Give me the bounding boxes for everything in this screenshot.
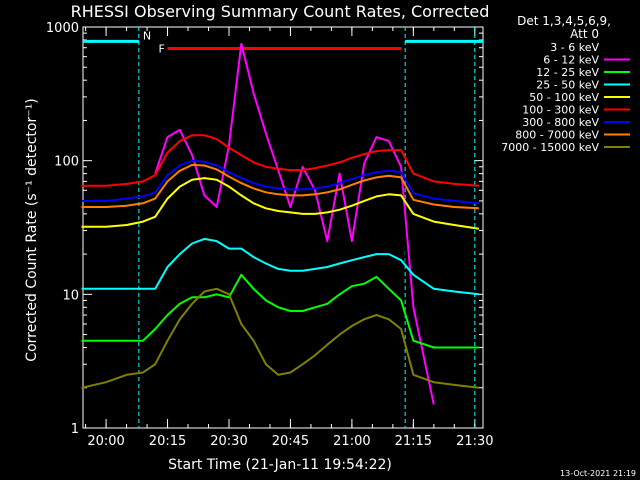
legend-item-label: 3 - 6 keV	[550, 41, 599, 54]
x-axis: 20:00 20:15 20:30 20:45 21:00 21:15 21:30	[85, 27, 494, 449]
series-line	[81, 237, 480, 296]
legend-item-label: 300 - 800 keV	[522, 116, 599, 129]
y-axis: 1 10 100 1000	[46, 21, 483, 437]
y-tick-label: 1	[71, 422, 79, 437]
series-line	[81, 134, 479, 187]
footer-date: 13-Oct-2021 21:19	[560, 469, 636, 478]
x-tick-label: 20:45	[272, 434, 309, 449]
x-tick-label: 20:00	[87, 434, 124, 449]
series-line	[154, 42, 435, 405]
flag-bars: FN	[83, 27, 483, 428]
legend-item-label: 800 - 7000 keV	[515, 129, 599, 142]
plot-frame	[82, 26, 484, 429]
y-tick-label: 100	[54, 155, 79, 170]
x-tick-label: 21:00	[333, 434, 370, 449]
y-tick-label: 1000	[46, 21, 79, 36]
legend-item-label: 100 - 300 keV	[522, 104, 599, 117]
x-tick-label: 21:15	[395, 434, 432, 449]
series-line	[81, 159, 479, 205]
series-line	[81, 163, 479, 210]
legend-item-label: 7000 - 15000 keV	[501, 141, 599, 154]
legend-item-label: 50 - 100 keV	[529, 91, 599, 104]
x-tick-label: 20:30	[210, 434, 247, 449]
series-line	[81, 177, 480, 230]
legend-header-2: Att 0	[570, 27, 599, 41]
x-tick-label: 20:15	[149, 434, 186, 449]
y-tick-label: 10	[62, 288, 79, 303]
legend-item-label: 6 - 12 keV	[543, 54, 599, 67]
series-line	[81, 287, 480, 389]
legend-item-label: 12 - 25 keV	[536, 66, 599, 79]
y-axis-label: Corrected Count Rate (s⁻¹ detector⁻¹)	[24, 98, 40, 361]
flag-label-f: F	[159, 43, 165, 56]
plot-border	[82, 26, 484, 429]
legend-item-label: 25 - 50 keV	[536, 79, 599, 92]
chart-title: RHESSI Observing Summary Count Rates, Co…	[71, 2, 490, 21]
series-layer	[81, 42, 480, 405]
x-tick-label: 21:30	[456, 434, 493, 449]
flag-label-n: N	[143, 29, 151, 42]
x-axis-label: Start Time (21-Jan-11 19:54:22)	[168, 457, 392, 473]
series-line	[81, 273, 479, 349]
series-line	[166, 55, 415, 405]
legend-header: Det 1,3,4,5,6,9,	[517, 14, 611, 28]
